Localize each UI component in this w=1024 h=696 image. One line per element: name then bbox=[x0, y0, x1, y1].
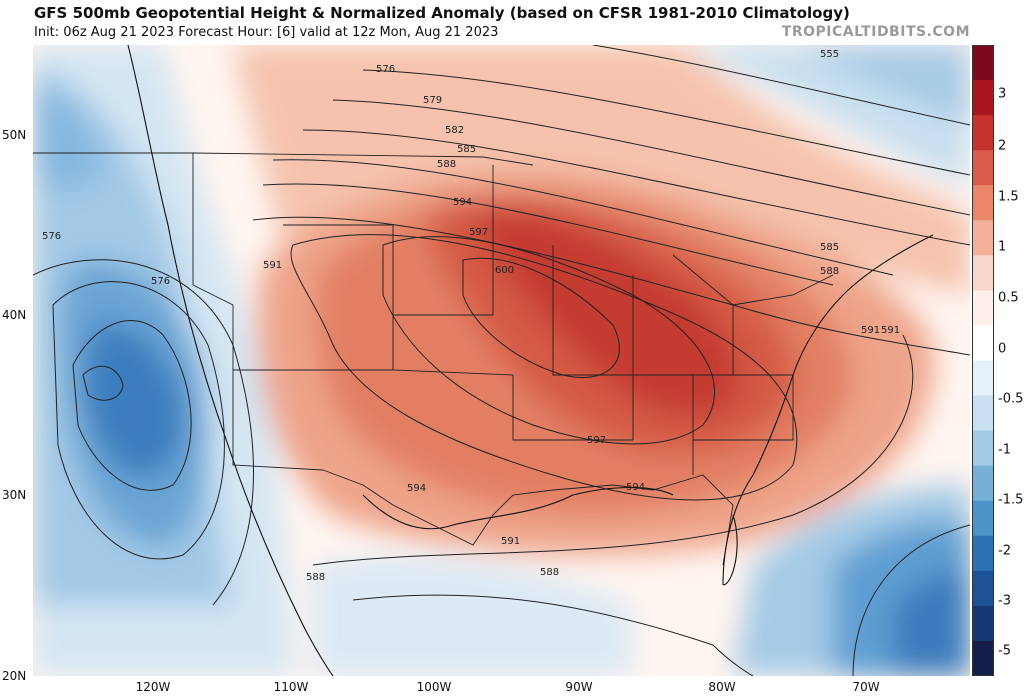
height-contours bbox=[33, 45, 970, 676]
lat-label: 20N bbox=[2, 669, 27, 683]
contour-label: 591 bbox=[881, 325, 900, 336]
colorbar-label: -2 bbox=[998, 543, 1011, 559]
borders bbox=[33, 152, 834, 566]
contour-label: 582 bbox=[445, 125, 464, 136]
contour-label: 600 bbox=[495, 265, 514, 276]
colorbar-label: 0.5 bbox=[998, 290, 1019, 306]
contour-label: 576 bbox=[42, 231, 61, 242]
colorbar-swatch bbox=[972, 220, 994, 256]
contour-label: 591 bbox=[501, 536, 520, 547]
colorbar-label: 3 bbox=[998, 86, 1007, 102]
contour-label: 597 bbox=[469, 227, 488, 238]
contour-labels: 5555765795825855885945976005765765915915… bbox=[42, 49, 900, 583]
lat-label: 50N bbox=[2, 128, 27, 142]
contour-label: 588 bbox=[540, 567, 559, 578]
contour-label: 594 bbox=[407, 483, 426, 494]
colorbar-label: -1 bbox=[998, 442, 1011, 458]
lon-label: 100W bbox=[416, 680, 452, 694]
contour-label: 576 bbox=[376, 64, 395, 75]
lon-label: 110W bbox=[273, 680, 309, 694]
colorbar-label: -3 bbox=[998, 593, 1011, 609]
coastlines bbox=[127, 45, 934, 676]
contour-label: 594 bbox=[626, 482, 645, 493]
colorbar-label: -5 bbox=[998, 643, 1011, 659]
lon-label: 70W bbox=[852, 680, 880, 694]
colorbar-swatch bbox=[972, 185, 994, 221]
colorbar bbox=[972, 45, 994, 676]
contour-label: 591 bbox=[861, 325, 880, 336]
colorbar-swatch bbox=[972, 640, 994, 676]
lon-label: 90W bbox=[565, 680, 593, 694]
colorbar-label: -0.5 bbox=[998, 391, 1024, 407]
colorbar-swatch bbox=[972, 430, 994, 467]
colorbar-label: 0 bbox=[998, 341, 1007, 357]
map-title: GFS 500mb Geopotential Height & Normaliz… bbox=[34, 4, 850, 22]
colorbar-swatch bbox=[972, 535, 994, 572]
lon-label: 120W bbox=[135, 680, 171, 694]
colorbar-label: 1 bbox=[998, 239, 1007, 255]
contour-label: 597 bbox=[587, 435, 606, 446]
contour-label: 591 bbox=[263, 260, 282, 271]
colorbar-swatch bbox=[972, 605, 994, 642]
colorbar-label: 2 bbox=[998, 138, 1007, 154]
colorbar-swatch bbox=[972, 255, 994, 291]
contour-label: 585 bbox=[457, 144, 476, 155]
contour-label: 588 bbox=[306, 572, 325, 583]
map-subtitle: Init: 06z Aug 21 2023 Forecast Hour: [6]… bbox=[34, 25, 499, 40]
contour-label: 585 bbox=[820, 242, 839, 253]
colorbar-label: -1.5 bbox=[998, 492, 1024, 508]
anomaly-field bbox=[33, 45, 970, 676]
lon-label: 80W bbox=[708, 680, 736, 694]
contour-label: 579 bbox=[423, 95, 442, 106]
contour-label: 594 bbox=[453, 197, 472, 208]
colorbar-swatch bbox=[972, 465, 994, 502]
colorbar-swatch bbox=[972, 115, 994, 151]
colorbar-swatch bbox=[972, 395, 994, 432]
colorbar-swatch bbox=[972, 360, 994, 397]
colorbar-swatch bbox=[972, 150, 994, 186]
colorbar-swatch bbox=[972, 500, 994, 537]
colorbar-swatch bbox=[972, 290, 994, 326]
brand-watermark: TROPICALTIDBITS.COM bbox=[781, 24, 970, 40]
colorbar-swatch bbox=[972, 80, 994, 116]
contour-label: 576 bbox=[151, 276, 170, 287]
anomaly-map: 5555765795825855885945976005765765915915… bbox=[33, 45, 970, 676]
colorbar-swatch bbox=[972, 325, 994, 361]
contour-label: 588 bbox=[820, 266, 839, 277]
contour-label: 588 bbox=[437, 159, 456, 170]
colorbar-label: 1.5 bbox=[998, 189, 1019, 205]
lat-label: 30N bbox=[2, 488, 27, 502]
contour-label: 555 bbox=[820, 49, 839, 60]
colorbar-swatch bbox=[972, 570, 994, 607]
colorbar-swatch bbox=[972, 45, 994, 81]
lat-label: 40N bbox=[2, 308, 27, 322]
